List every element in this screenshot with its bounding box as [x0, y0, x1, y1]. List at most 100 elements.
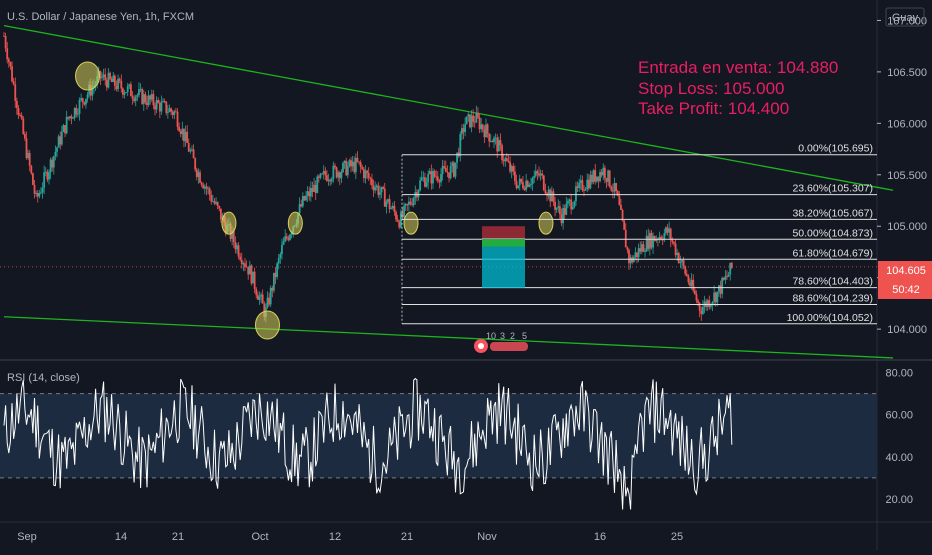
candle-body [568, 199, 571, 201]
candle-body [17, 107, 20, 116]
candle-body [539, 173, 542, 176]
rsi-tick-label: 20.00 [885, 494, 913, 506]
candle-body [480, 124, 483, 130]
candle-body [650, 233, 653, 248]
event-icon-dot [478, 343, 484, 349]
candle-body [133, 98, 136, 101]
candle-body [695, 294, 698, 301]
candle-body [306, 191, 309, 196]
trendlines[interactable] [3, 24, 894, 359]
touch-markers[interactable] [75, 61, 554, 340]
trendline-0[interactable] [3, 24, 894, 191]
candle-body [557, 206, 560, 208]
candle-body [669, 228, 672, 241]
candle-body [436, 176, 439, 181]
candle-body [530, 184, 532, 185]
candle-body [147, 95, 150, 106]
rsi-title[interactable]: RSI (14, close) [7, 372, 80, 384]
candle-body [207, 188, 209, 190]
candle-body [573, 201, 576, 207]
candle-body [385, 201, 388, 207]
candle-body [451, 162, 454, 167]
candle-body [11, 66, 13, 82]
take-profit-zone[interactable] [482, 238, 525, 288]
candle-body [452, 162, 455, 177]
touch-marker[interactable] [254, 310, 280, 340]
trendline-1[interactable] [3, 316, 894, 359]
candle-body [141, 88, 144, 104]
candle-body [356, 157, 359, 162]
touch-marker[interactable] [403, 211, 419, 235]
candle-body [337, 172, 340, 178]
candle-body [618, 195, 621, 205]
candle-body [234, 242, 237, 250]
candle-body [324, 171, 327, 176]
candle-body [364, 170, 367, 179]
candle-body [682, 260, 685, 267]
time-tick-label: 16 [594, 531, 606, 543]
symbol-title[interactable]: U.S. Dollar / Japanese Yen, 1h, FXCM [7, 11, 194, 23]
touch-marker[interactable] [538, 211, 554, 235]
candle-body [404, 203, 407, 206]
candle-body [68, 116, 71, 119]
candle-body [210, 194, 213, 202]
candle-body [316, 176, 319, 194]
candle-body [512, 166, 515, 172]
candle-body [420, 177, 423, 181]
candle-body [584, 189, 587, 191]
candle-body [208, 188, 211, 195]
candle-body [542, 175, 545, 190]
trade-position-box[interactable] [482, 226, 525, 288]
candle-body [253, 271, 256, 289]
candle-body [184, 131, 187, 142]
candle-body [134, 96, 137, 101]
fibonacci-retracement[interactable]: 0.00%(105.695) 23.60%(105.307) 38.20%(105.… [401, 143, 877, 325]
candle-body [289, 234, 291, 240]
corner-label[interactable]: Guay [892, 12, 919, 24]
touch-marker[interactable] [287, 211, 303, 235]
price-tick-label: 107.000 [887, 15, 927, 27]
candle-body [600, 172, 603, 176]
candle-body [541, 173, 544, 176]
candle-body [255, 288, 258, 295]
touch-marker[interactable] [75, 61, 101, 91]
candle-body [444, 167, 447, 173]
candle-body [138, 89, 140, 95]
candle-body [374, 187, 377, 191]
stop-loss-zone[interactable] [482, 226, 525, 239]
candle-body [544, 189, 547, 194]
candle-body [231, 230, 234, 239]
touch-marker[interactable] [221, 211, 237, 235]
candle-body [698, 302, 701, 311]
candle-body [59, 136, 62, 145]
candle-body [477, 112, 479, 118]
candle-body [485, 124, 487, 138]
candle-body [131, 96, 134, 99]
candle-body [123, 92, 126, 95]
candle-body [642, 244, 645, 252]
candle-body [721, 277, 724, 294]
candle-body [570, 199, 573, 210]
candle-body [465, 116, 468, 125]
candle-body [200, 182, 203, 185]
candle-body [178, 126, 181, 132]
candle-body [194, 158, 197, 170]
candle-body [504, 158, 507, 162]
rsi-tick-label: 80.00 [885, 368, 913, 380]
candle-body [203, 186, 206, 189]
candle-body [211, 201, 214, 202]
candle-body [674, 243, 677, 256]
candle-body [727, 274, 730, 277]
candle-body [244, 263, 246, 267]
event-badge[interactable]: 10 3 2 5 [474, 331, 528, 353]
candle-body [367, 172, 370, 178]
candle-body [354, 157, 357, 173]
candle-body [518, 178, 521, 186]
candle-body [689, 282, 691, 286]
candle-body [43, 172, 46, 188]
candle-body [252, 271, 254, 284]
scale-button-frame [885, 7, 925, 27]
candle-body [565, 203, 568, 215]
